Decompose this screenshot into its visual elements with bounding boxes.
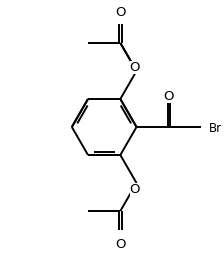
Text: Br: Br xyxy=(209,122,222,135)
Text: O: O xyxy=(115,6,126,19)
Text: O: O xyxy=(115,238,126,251)
Text: O: O xyxy=(130,61,140,74)
Text: O: O xyxy=(164,90,174,103)
Text: O: O xyxy=(130,183,140,196)
